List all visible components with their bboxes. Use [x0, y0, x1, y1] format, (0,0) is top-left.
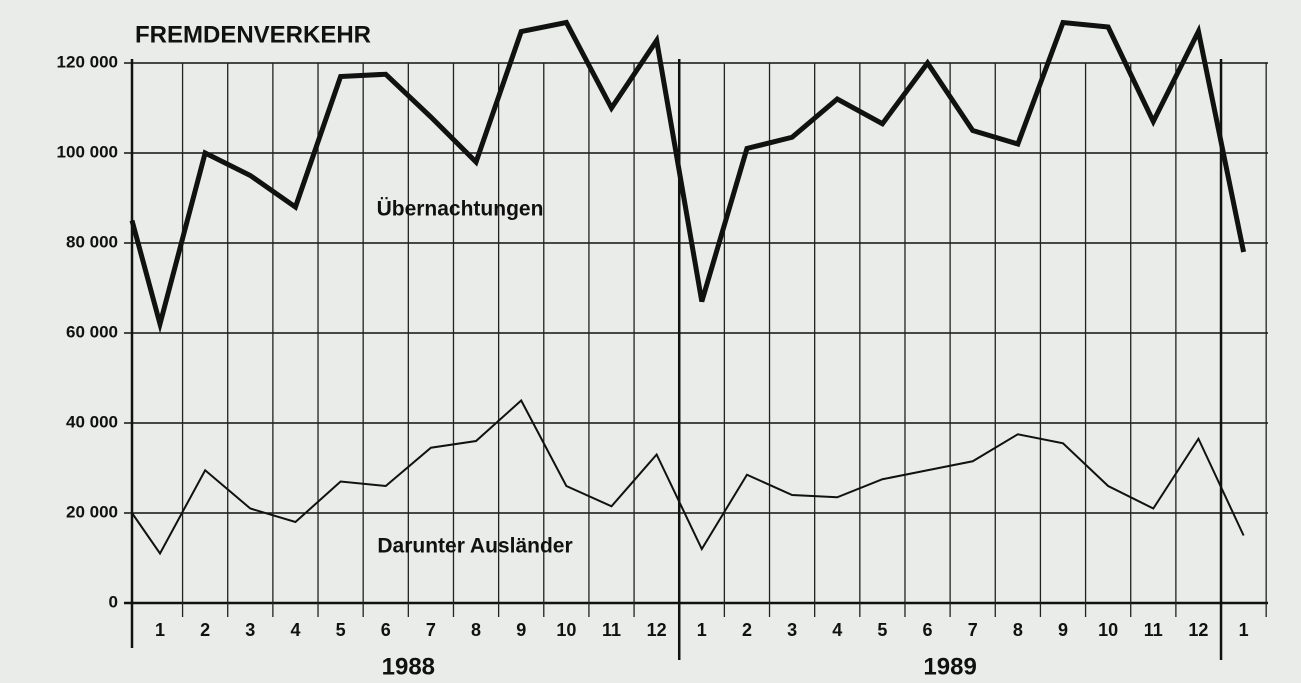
x-tick-label: 9: [516, 620, 526, 640]
x-tick-label: 5: [336, 620, 346, 640]
x-tick-label: 11: [602, 620, 621, 640]
series-label: Darunter Ausländer: [377, 535, 572, 558]
y-tick-label: 0: [109, 592, 118, 611]
x-tick-label: 6: [381, 620, 391, 640]
x-tick-label: 6: [923, 620, 933, 640]
x-tick-label: 1: [155, 620, 165, 640]
x-tick-label: 10: [556, 620, 576, 640]
x-tick-label: 7: [968, 620, 978, 640]
x-tick-label: 1: [1239, 620, 1249, 640]
x-tick-label: 3: [245, 620, 255, 640]
x-tick-label: 11: [1144, 620, 1163, 640]
x-tick-label: 2: [742, 620, 752, 640]
year-label: 1989: [923, 653, 976, 680]
y-tick-label: 100 000: [57, 142, 118, 161]
x-tick-label: 3: [787, 620, 797, 640]
y-tick-label: 40 000: [66, 412, 118, 431]
y-tick-label: 60 000: [66, 322, 118, 341]
x-tick-label: 8: [471, 620, 481, 640]
x-tick-label: 12: [1188, 620, 1208, 640]
y-tick-label: 20 000: [66, 502, 118, 521]
x-tick-label: 2: [200, 620, 210, 640]
year-label: 1988: [382, 653, 435, 680]
x-tick-label: 5: [877, 620, 887, 640]
x-tick-label: 1: [697, 620, 707, 640]
x-tick-label: 12: [647, 620, 667, 640]
series-line: [129, 19, 1247, 334]
x-tick-label: 7: [426, 620, 436, 640]
x-tick-label: 4: [832, 620, 842, 640]
y-tick-label: 80 000: [66, 232, 118, 251]
series-line: [131, 398, 1245, 556]
chart-title: FREMDENVERKEHR: [135, 21, 371, 48]
x-tick-label: 9: [1058, 620, 1068, 640]
series-label: Übernachtungen: [377, 198, 544, 221]
x-tick-label: 10: [1098, 620, 1118, 640]
x-tick-label: 4: [290, 620, 300, 640]
x-tick-label: 8: [1013, 620, 1023, 640]
y-tick-label: 120 000: [57, 52, 118, 71]
